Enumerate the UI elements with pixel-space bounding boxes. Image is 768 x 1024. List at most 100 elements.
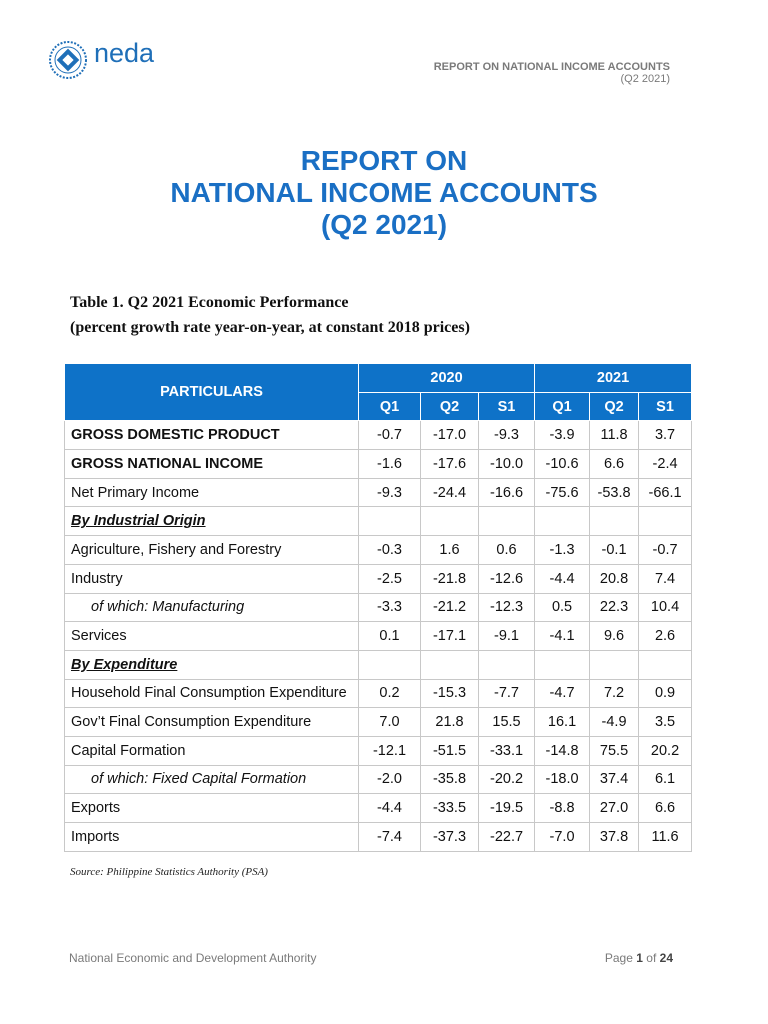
cell bbox=[420, 506, 479, 537]
cell bbox=[420, 649, 479, 680]
table-row: By Industrial Origin bbox=[64, 506, 693, 537]
header-period: Q2 bbox=[589, 391, 640, 422]
row-label: Capital Formation bbox=[64, 735, 359, 766]
cell: -9.3 bbox=[477, 420, 536, 451]
cell: -21.8 bbox=[420, 563, 479, 594]
cell: -4.1 bbox=[534, 621, 591, 651]
table-row: Gov’t Final Consumption Expenditure 7.0 21… bbox=[64, 707, 693, 737]
data-table: PARTICULARS 2020 2021 Q1 Q2 S1 Q1 Q2 S1 GROSS… bbox=[64, 362, 693, 852]
cell: -33.1 bbox=[477, 735, 536, 766]
header-period: Q2 bbox=[420, 391, 479, 422]
cell: -10.6 bbox=[534, 449, 591, 479]
table-row: Services 0.1 -17.1 -9.1 -4.1 9.6 2.6 bbox=[64, 621, 693, 651]
cell: -9.3 bbox=[358, 477, 421, 508]
cell: -2.4 bbox=[638, 449, 693, 479]
row-label: Services bbox=[64, 621, 359, 651]
cell: -0.7 bbox=[358, 420, 421, 451]
row-label: Agriculture, Fishery and Forestry bbox=[64, 535, 359, 565]
cell: -17.0 bbox=[420, 420, 479, 451]
cell: -16.6 bbox=[477, 477, 536, 508]
report-period: (Q2 2021) bbox=[620, 73, 670, 85]
cell: 22.3 bbox=[589, 592, 640, 623]
running-header: REPORT ON NATIONAL INCOME ACCOUNTS (Q2 2… bbox=[434, 61, 670, 85]
document-title: REPORT ON NATIONAL INCOME ACCOUNTS (Q2 2… bbox=[0, 145, 768, 241]
cell: 3.5 bbox=[638, 707, 693, 737]
row-label: Gov’t Final Consumption Expenditure bbox=[64, 707, 359, 737]
cell: 37.4 bbox=[589, 764, 640, 795]
table-row: Net Primary Income -9.3 -24.4 -16.6 -75.6 -53… bbox=[64, 477, 693, 508]
cell: 20.8 bbox=[589, 563, 640, 594]
cell: 0.1 bbox=[358, 621, 421, 651]
cell: 0.5 bbox=[534, 592, 591, 623]
cell: -0.3 bbox=[358, 535, 421, 565]
cell: 7.2 bbox=[589, 678, 640, 709]
cell: -7.4 bbox=[358, 822, 421, 852]
row-label: of which: Manufacturing bbox=[64, 592, 359, 623]
cell bbox=[638, 649, 693, 680]
cell: -75.6 bbox=[534, 477, 591, 508]
cell: -66.1 bbox=[638, 477, 693, 508]
table-row: of which: Manufacturing -3.3 -21.2 -12.3 0.5… bbox=[64, 592, 693, 623]
cell: 27.0 bbox=[589, 793, 640, 823]
cell: -17.1 bbox=[420, 621, 479, 651]
cell: -19.5 bbox=[477, 793, 536, 823]
cell: 6.6 bbox=[638, 793, 693, 823]
cell bbox=[638, 506, 693, 537]
cell: -3.9 bbox=[534, 420, 591, 451]
cell: 7.4 bbox=[638, 563, 693, 594]
caption-line: (percent growth rate year-on-year, at co… bbox=[70, 319, 470, 336]
row-label: Household Final Consumption Expenditure bbox=[64, 678, 359, 709]
table-row: GROSS DOMESTIC PRODUCT -0.7 -17.0 -9.3 -3.9 1… bbox=[64, 420, 693, 451]
cell: -35.8 bbox=[420, 764, 479, 795]
row-label: Net Primary Income bbox=[64, 477, 359, 508]
cell: -8.8 bbox=[534, 793, 591, 823]
cell: -15.3 bbox=[420, 678, 479, 709]
cell: 37.8 bbox=[589, 822, 640, 852]
cell: -21.2 bbox=[420, 592, 479, 623]
header-period: Q1 bbox=[358, 391, 421, 422]
row-label: Industry bbox=[64, 563, 359, 594]
table-row: Industry -2.5 -21.8 -12.6 -4.4 20.8 7.4 bbox=[64, 563, 693, 594]
cell: 6.6 bbox=[589, 449, 640, 479]
row-label: Imports bbox=[64, 822, 359, 852]
caption-line: Table 1. Q2 2021 Economic Performance bbox=[70, 294, 349, 311]
cell: -18.0 bbox=[534, 764, 591, 795]
cell bbox=[589, 649, 640, 680]
table-row: GROSS NATIONAL INCOME -1.6 -17.6 -10.0 -10.6… bbox=[64, 449, 693, 479]
cell: 3.7 bbox=[638, 420, 693, 451]
cell: 16.1 bbox=[534, 707, 591, 737]
page-sep: of bbox=[646, 951, 657, 965]
cell: -2.5 bbox=[358, 563, 421, 594]
cell: 15.5 bbox=[477, 707, 536, 737]
cell: -4.9 bbox=[589, 707, 640, 737]
table-row: Capital Formation -12.1 -51.5 -33.1 -14.8 75.… bbox=[64, 735, 693, 766]
cell: -12.3 bbox=[477, 592, 536, 623]
cell: -14.8 bbox=[534, 735, 591, 766]
row-label: By Expenditure bbox=[64, 649, 359, 680]
table-row: Household Final Consumption Expenditure 0… bbox=[64, 678, 693, 709]
table-row: Agriculture, Fishery and Forestry -0.3 1.6… bbox=[64, 535, 693, 565]
cell: -12.6 bbox=[477, 563, 536, 594]
cell: -22.7 bbox=[477, 822, 536, 852]
cell: -3.3 bbox=[358, 592, 421, 623]
cell bbox=[358, 506, 421, 537]
logo-text: neda bbox=[94, 38, 155, 68]
title-line: REPORT ON bbox=[300, 145, 468, 176]
cell: -37.3 bbox=[420, 822, 479, 852]
cell: -12.1 bbox=[358, 735, 421, 766]
cell: 0.2 bbox=[358, 678, 421, 709]
page-label: Page bbox=[604, 951, 633, 965]
footer-page: Page 1 of 24 bbox=[605, 951, 673, 965]
table-row: of which: Fixed Capital Formation -2.0 -35… bbox=[64, 764, 693, 795]
cell bbox=[477, 649, 536, 680]
page-current: 1 bbox=[636, 951, 643, 965]
cell: -24.4 bbox=[420, 477, 479, 508]
logo bbox=[49, 41, 87, 79]
cell: 0.6 bbox=[477, 535, 536, 565]
cell: 11.6 bbox=[638, 822, 693, 852]
cell: -4.4 bbox=[534, 563, 591, 594]
row-label: GROSS DOMESTIC PRODUCT bbox=[64, 420, 359, 451]
cell: -7.7 bbox=[477, 678, 536, 709]
cell: -0.7 bbox=[638, 535, 693, 565]
header-period: S1 bbox=[477, 391, 536, 422]
